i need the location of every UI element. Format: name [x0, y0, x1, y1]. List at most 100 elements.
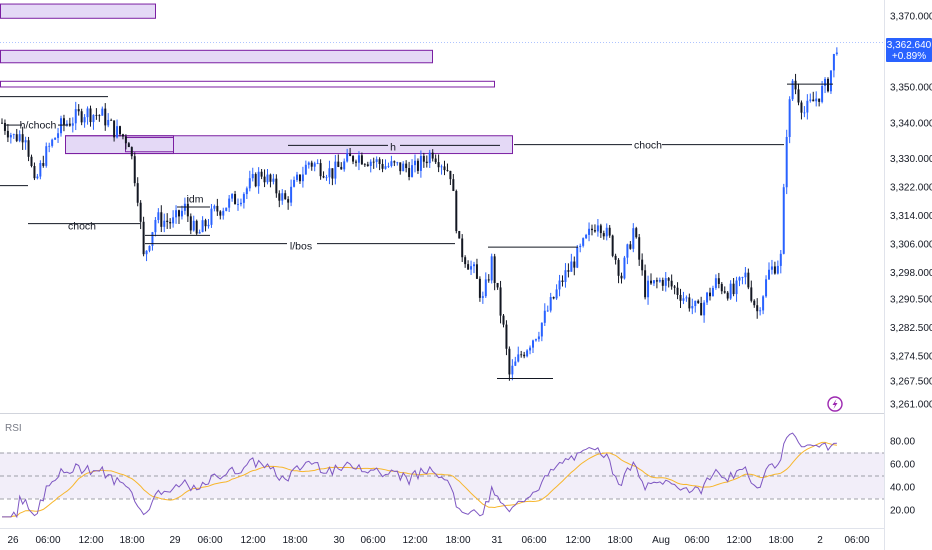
candle-body [151, 232, 154, 246]
candle-body [484, 279, 487, 297]
candle-body [549, 297, 552, 311]
candle-body [782, 187, 785, 254]
candle-body [139, 202, 142, 222]
candle-body [543, 310, 546, 323]
candle-body [800, 102, 803, 113]
candle-body [402, 163, 405, 172]
candle-body [579, 245, 582, 248]
price-tick-label: 3,314.000 [890, 211, 932, 222]
supply-demand-zones [0, 3, 513, 155]
candle-body [39, 163, 42, 177]
candle-body [54, 137, 57, 140]
candle-body [756, 305, 759, 312]
price-tick-label: 3,298.000 [890, 268, 932, 279]
candle-body [635, 228, 638, 238]
candle-body [593, 230, 596, 232]
candle-body [27, 140, 30, 157]
candle-body [650, 280, 652, 284]
candle-body [626, 244, 629, 258]
candle-body [231, 193, 234, 199]
candle-body [776, 265, 779, 274]
candle-body [726, 292, 729, 299]
candle-body [104, 108, 107, 126]
time-tick-label: 12:00 [240, 535, 265, 546]
time-tick-label: 31 [491, 535, 503, 546]
candle-body [641, 259, 644, 271]
price-badge-value: 3,362.640 [887, 40, 932, 51]
price-tick-label: 3,290.500 [890, 294, 932, 305]
candle-body [163, 220, 166, 227]
rsi-line [2, 432, 837, 519]
candle-body [384, 166, 387, 169]
candle-body [475, 264, 478, 279]
annotation-label: idm [187, 194, 204, 206]
price-badge-change: +0.89% [892, 51, 926, 62]
candle-body [278, 193, 281, 201]
candle-body [360, 155, 363, 165]
candle-body [298, 174, 301, 182]
candle-body [107, 119, 110, 126]
candle-body [422, 155, 425, 162]
candle-body [765, 279, 768, 297]
time-tick-label: 06:00 [360, 535, 385, 546]
candle-body [832, 54, 835, 71]
candle-body [620, 275, 623, 279]
candle-body [461, 238, 464, 258]
candle-body [74, 109, 77, 124]
candle-body [316, 163, 319, 164]
candle-body [481, 296, 484, 298]
candle-body [694, 300, 697, 307]
candle-body [219, 211, 222, 216]
candle-body [263, 176, 266, 183]
candle-body [809, 99, 812, 101]
candle-body [478, 278, 481, 298]
time-tick-label: 18:00 [607, 535, 632, 546]
candle-body [676, 287, 679, 295]
candle-body [15, 134, 18, 141]
candle-body [443, 166, 446, 171]
candle-body [614, 255, 617, 260]
candle-body [304, 164, 307, 175]
candle-body [42, 163, 45, 166]
candle-body [349, 153, 352, 157]
candle-body [532, 340, 534, 348]
candle-body [493, 256, 496, 283]
candle-body [670, 280, 673, 287]
candle-body [175, 210, 178, 218]
candle-body [449, 170, 452, 180]
candle-body [561, 280, 564, 282]
candle-body [827, 78, 829, 92]
time-axis[interactable]: 26 06:00 12:00 18:00 29 06:00 12:00 18:00 30 06:0… [7, 535, 870, 546]
candle-body [57, 133, 60, 138]
candle-body [791, 80, 794, 100]
candle-body [419, 155, 422, 171]
candle-body [121, 134, 124, 137]
candle-body [682, 298, 685, 301]
candle-body [272, 178, 275, 182]
candle-body [408, 168, 411, 177]
candle-body [496, 282, 499, 288]
price-tick-label: 3,330.000 [890, 154, 932, 165]
candle-body [343, 161, 346, 170]
candle-body [555, 289, 558, 299]
candle-body [24, 140, 27, 143]
candle-body [582, 238, 585, 246]
candle-body [18, 134, 21, 141]
candle-body [266, 174, 269, 183]
candle-body [452, 179, 455, 191]
candle-body [204, 220, 207, 227]
candle-body [337, 161, 340, 167]
price-axis[interactable]: 3,370.000 3,350.000 3,340.000 3,330.000 3,32… [890, 12, 932, 517]
candle-body [21, 134, 24, 143]
lightning-icon[interactable] [827, 396, 843, 412]
candle-body [325, 177, 328, 179]
candle-body [576, 247, 579, 268]
candle-body [393, 161, 396, 163]
candle-body [585, 234, 588, 239]
candle-body [762, 296, 765, 311]
candle-body [770, 266, 773, 270]
candle-body [405, 163, 408, 169]
candle-body [664, 278, 667, 286]
time-tick-label: 06:00 [521, 535, 546, 546]
